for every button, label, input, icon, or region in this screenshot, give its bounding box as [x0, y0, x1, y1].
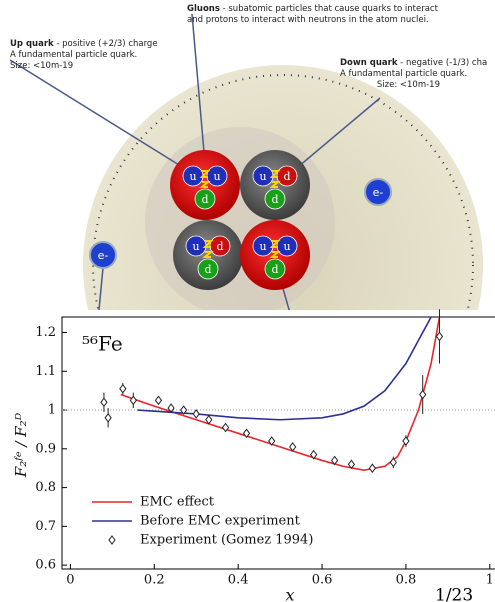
y-tick-label: 0.8 [35, 480, 56, 495]
quark-label: d [204, 263, 211, 276]
x-tick-label: 1 [486, 573, 494, 588]
page: uududdudduude-e- Gluons - subatomic part… [0, 0, 495, 602]
gluons-text: Gluons - subatomic particles that cause … [187, 4, 439, 25]
quark-label: u [189, 170, 196, 183]
legend-label: Experiment (Gomez 1994) [140, 533, 313, 548]
y-tick-label: 0.9 [35, 441, 56, 456]
x-tick-label: 0.8 [396, 573, 417, 588]
quark-label: d [271, 193, 278, 206]
quark-label: u [192, 240, 199, 253]
quark-label: d [283, 170, 290, 183]
quark-label: d [216, 240, 223, 253]
x-tick-label: 0.2 [144, 573, 165, 588]
x-tick-label: 0.6 [312, 573, 333, 588]
legend-label: Before EMC experiment [140, 514, 301, 529]
x-tick-label: 0 [66, 573, 74, 588]
y-tick-label: 0.7 [35, 519, 56, 534]
quark-label: d [271, 263, 278, 276]
y-tick-label: 1.1 [35, 364, 56, 379]
nucleus-glow [145, 127, 335, 317]
quark-label: d [201, 193, 208, 206]
electron-label: e- [373, 186, 384, 199]
x-tick-label: 0.4 [228, 573, 249, 588]
quark-label: u [213, 170, 220, 183]
y-tick-label: 1 [48, 403, 56, 418]
quark-label: u [259, 240, 266, 253]
y-tick-label: 1.2 [35, 325, 56, 340]
legend-label: EMC effect [140, 495, 215, 510]
x-axis-label: x [285, 586, 294, 602]
slide: uududdudduude-e- Gluons - subatomic part… [0, 0, 495, 602]
y-axis-label: F₂ᶠᵉ / F₂ᴰ [12, 412, 30, 478]
electron-label: e- [98, 249, 109, 262]
y-tick-label: 0.6 [35, 558, 56, 573]
quark-label: u [283, 240, 290, 253]
page-number: 1/23 [435, 586, 473, 602]
quark-label: u [259, 170, 266, 183]
annotation: ⁵⁶Fe [82, 332, 123, 356]
